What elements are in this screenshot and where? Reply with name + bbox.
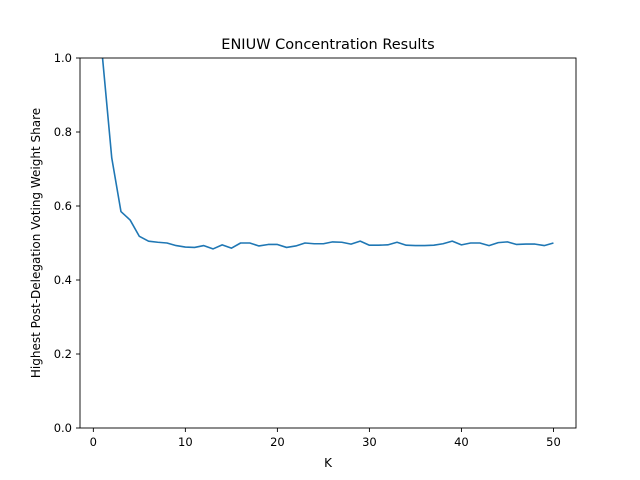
plot-area xyxy=(101,58,554,250)
x-tick-label: 50 xyxy=(546,435,561,449)
series-line-0 xyxy=(101,58,554,250)
x-tick-label: 30 xyxy=(362,435,377,449)
x-tick-label: 0 xyxy=(90,435,97,449)
y-tick-label: 0.6 xyxy=(54,199,72,213)
x-tick-label: 20 xyxy=(270,435,285,449)
x-axis-ticks: 0 10 20 30 40 50 xyxy=(90,428,561,449)
y-tick-label: 0.8 xyxy=(54,125,72,139)
y-tick-label: 0.0 xyxy=(54,421,72,435)
y-tick-label: 0.2 xyxy=(54,347,72,361)
chart-title: ENIUW Concentration Results xyxy=(221,37,434,53)
x-tick-label: 40 xyxy=(454,435,469,449)
y-axis-ticks: 0.0 0.2 0.4 0.6 0.8 1.0 xyxy=(54,51,80,435)
x-axis-label: K xyxy=(324,456,333,470)
plot-frame xyxy=(79,57,577,429)
y-tick-label: 1.0 xyxy=(54,51,72,65)
x-tick-label: 10 xyxy=(178,435,193,449)
y-axis-label: Highest Post-Delegation Voting Weight Sh… xyxy=(29,108,43,378)
y-tick-label: 0.4 xyxy=(54,273,72,287)
